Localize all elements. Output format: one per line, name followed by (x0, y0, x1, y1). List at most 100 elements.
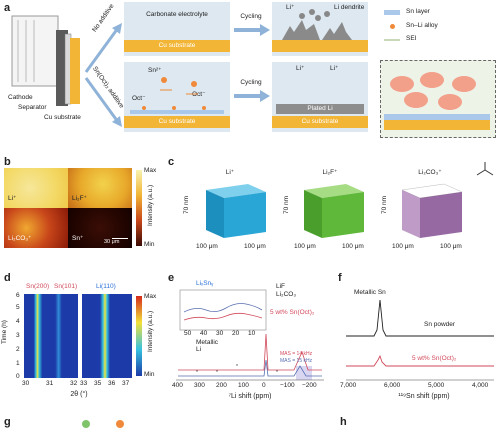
li-dendrite-drawing (282, 9, 352, 40)
electrolyte-label: Carbonate electrolyte (146, 11, 208, 18)
cycling-label-top: Cycling (240, 13, 262, 20)
panel-d-xtick: 35 (94, 380, 102, 387)
panel-e-xtick: 400 (172, 382, 183, 389)
oct-label-2: Oct⁻ (192, 91, 206, 98)
trace-red-label-f: 5 wt% Sn(Oct)₂ (412, 355, 457, 362)
peak-label-li110: Li(110) (96, 283, 116, 290)
xrd-heatmap-right (82, 294, 132, 378)
cube-li2f-z: 70 nm (283, 195, 290, 214)
metallic-li-label: Metallic Li (196, 339, 219, 353)
panel-e-xtick: −200 (302, 382, 317, 389)
branch-arrows (84, 23, 122, 127)
svg-text:*: * (216, 370, 218, 376)
panel-d-ytick: 0 (16, 373, 20, 380)
panel-f-xtick: 4,000 (472, 382, 489, 389)
colorbar-d-max: Max (144, 293, 157, 300)
legend-li2co3: Li₂CO₃ (276, 291, 296, 298)
panel-label-h: h (340, 416, 347, 428)
legend-label-sn-layer: Sn layer (406, 8, 430, 15)
panel-d-xtick: 36 (108, 380, 116, 387)
cathode-label: Cathode (8, 94, 33, 101)
tof-map-sn (68, 208, 132, 248)
cube-li-y: 100 μm (244, 243, 266, 250)
scale-bar-label: 30 μm (104, 239, 120, 245)
legend-label-sn-li-alloy: Sn–Li alloy (406, 22, 438, 29)
inset-lixsny-label: LiₓSnᵧ (196, 280, 214, 287)
peak-label-sn101: Sn(101) (54, 283, 78, 290)
panel-d-xtick: 30 (22, 380, 30, 387)
cycling-arrow-bottom (234, 90, 270, 102)
cycling-label-bottom: Cycling (240, 79, 262, 86)
panel-f-xlabel: ¹¹⁹Sn shift (ppm) (398, 393, 450, 400)
panel-f-xtick: 6,000 (384, 382, 401, 389)
oct-label-1: Oct⁻ (132, 95, 146, 102)
panel-d-xtick: 31 (46, 380, 54, 387)
panel-label-b: b (4, 156, 11, 168)
inset-xtick: 10 (248, 330, 256, 337)
interface-zoom-drawing (384, 72, 490, 130)
li-dendrite-label: Li dendrite (334, 4, 365, 11)
cube-li2co3-title: Li₂CO₃⁺ (418, 169, 442, 176)
panel-e-xtick: 0 (262, 382, 266, 389)
cube-li (206, 184, 266, 238)
legend-swatch-sn-li-alloy (390, 24, 395, 29)
cu-substrate-label: Cu substrate (44, 114, 81, 121)
colorbar-d-title: Intensity (a.u.) (147, 310, 154, 352)
panel-g-legend-icons (82, 420, 124, 428)
cu-substrate-bottom-left: Cu substrate (124, 116, 230, 128)
panel-d-xlabel: 2θ (°) (70, 391, 88, 398)
panel-d-ytick: 4 (16, 318, 20, 325)
metallic-sn-label: Metallic Sn (354, 289, 386, 296)
tof-map-li2co3-label: Li₂CO₃⁺ (8, 235, 32, 242)
panel-e-xlabel: ⁷Li shift (ppm) (228, 393, 272, 400)
svg-text:*: * (236, 364, 238, 370)
panel-d-xtick: 33 (80, 380, 88, 387)
panel-d-ytick: 6 (16, 292, 20, 299)
panel-d-xtick: 32 (70, 380, 78, 387)
trace-red-label-e: 5 wt% Sn(Oct)₂ (270, 309, 315, 316)
cube-li2co3-z: 70 nm (381, 195, 388, 214)
cube-li2f (304, 184, 364, 238)
mas-label-2: MAS = 15 kHz (280, 358, 313, 364)
peak-label-sn200: Sn(200) (26, 283, 50, 290)
cube-li2co3 (401, 183, 463, 238)
tof-map-li-label: Li⁺ (8, 195, 17, 202)
colorbar-b-max: Max (144, 167, 157, 174)
panel-a-legend: Sn layer Sn–Li alloy SEI (384, 6, 494, 56)
tof-map-li2co3 (4, 208, 68, 248)
inset-xtick: 20 (232, 330, 240, 337)
tof-map-li (4, 168, 68, 208)
cycling-arrow-top (234, 24, 270, 36)
panel-label-c: c (168, 156, 175, 168)
legend-label-sei: SEI (406, 35, 417, 42)
legend-swatch-sn-layer (384, 10, 400, 15)
battery-cell-illustration (11, 15, 80, 106)
panel-label-f: f (338, 272, 342, 284)
axes-orientation-icon (476, 162, 494, 176)
panel-label-e: e (168, 272, 175, 284)
li-ion-label-1: Li⁺ (296, 65, 305, 72)
svg-text:*: * (276, 370, 278, 376)
cube-li2f-x: 100 μm (294, 243, 316, 250)
panel-f-xtick: 5,000 (428, 382, 445, 389)
panel-d-ytick: 2 (16, 346, 20, 353)
cu-substrate-top-left: Cu substrate (124, 40, 230, 52)
cube-li-x: 100 μm (196, 243, 218, 250)
panel-label-g: g (4, 416, 11, 428)
cu-substrate-top-right (272, 40, 368, 52)
plated-li-label: Plated Li (307, 105, 333, 112)
xrd-heatmap-left (24, 294, 78, 378)
panel-label-d: d (4, 272, 11, 284)
svg-text:*: * (196, 370, 198, 376)
panel-e-xtick: −100 (280, 382, 295, 389)
separator-label: Separator (18, 104, 47, 111)
colorbar-b (136, 170, 142, 246)
legend-lif: LiF (276, 283, 286, 290)
panel-e-xtick: 200 (216, 382, 227, 389)
tof-map-li2f-label: Li₂F⁺ (72, 195, 87, 202)
cube-li-title: Li⁺ (225, 169, 235, 176)
li-ion-label-2: Li⁺ (330, 65, 339, 72)
tof-map-sn-label: Sn⁺ (72, 235, 84, 242)
panel-label-a: a (4, 2, 11, 14)
sn-ion-label: Sn²⁺ (148, 67, 162, 74)
